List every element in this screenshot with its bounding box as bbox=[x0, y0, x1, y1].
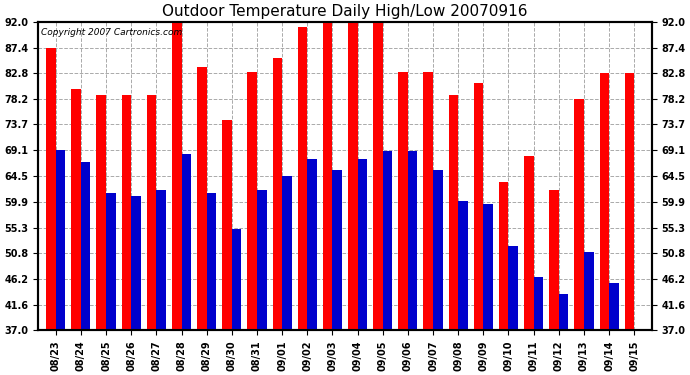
Bar bbox=[574, 99, 584, 330]
Text: Copyright 2007 Cartronics.com: Copyright 2007 Cartronics.com bbox=[41, 28, 182, 37]
Bar bbox=[131, 196, 141, 330]
Bar bbox=[448, 94, 458, 330]
Bar bbox=[383, 151, 393, 330]
Bar bbox=[624, 74, 634, 330]
Bar bbox=[398, 72, 408, 330]
Bar bbox=[248, 72, 257, 330]
Bar bbox=[81, 162, 90, 330]
Bar bbox=[307, 159, 317, 330]
Bar bbox=[357, 159, 367, 330]
Bar bbox=[509, 246, 518, 330]
Bar bbox=[433, 170, 442, 330]
Bar bbox=[323, 22, 333, 330]
Bar bbox=[222, 120, 232, 330]
Bar bbox=[46, 48, 56, 330]
Bar bbox=[348, 22, 357, 330]
Bar bbox=[147, 94, 157, 330]
Bar bbox=[282, 176, 292, 330]
Bar bbox=[157, 190, 166, 330]
Bar bbox=[207, 193, 216, 330]
Title: Outdoor Temperature Daily High/Low 20070916: Outdoor Temperature Daily High/Low 20070… bbox=[162, 4, 528, 19]
Bar bbox=[121, 94, 131, 330]
Bar bbox=[584, 252, 593, 330]
Bar bbox=[71, 89, 81, 330]
Bar bbox=[424, 72, 433, 330]
Bar bbox=[524, 156, 533, 330]
Bar bbox=[106, 193, 116, 330]
Bar bbox=[232, 230, 241, 330]
Bar bbox=[56, 150, 66, 330]
Bar bbox=[549, 190, 559, 330]
Bar bbox=[408, 151, 417, 330]
Bar bbox=[273, 58, 282, 330]
Bar bbox=[533, 277, 543, 330]
Bar bbox=[458, 201, 468, 330]
Bar bbox=[499, 182, 509, 330]
Bar bbox=[600, 74, 609, 330]
Bar bbox=[197, 67, 207, 330]
Bar bbox=[483, 204, 493, 330]
Bar bbox=[373, 16, 383, 330]
Bar bbox=[474, 84, 483, 330]
Bar bbox=[609, 283, 619, 330]
Bar bbox=[333, 170, 342, 330]
Bar bbox=[257, 190, 266, 330]
Bar bbox=[181, 154, 191, 330]
Bar bbox=[559, 294, 569, 330]
Bar bbox=[297, 27, 307, 330]
Bar bbox=[172, 16, 181, 330]
Bar bbox=[97, 94, 106, 330]
